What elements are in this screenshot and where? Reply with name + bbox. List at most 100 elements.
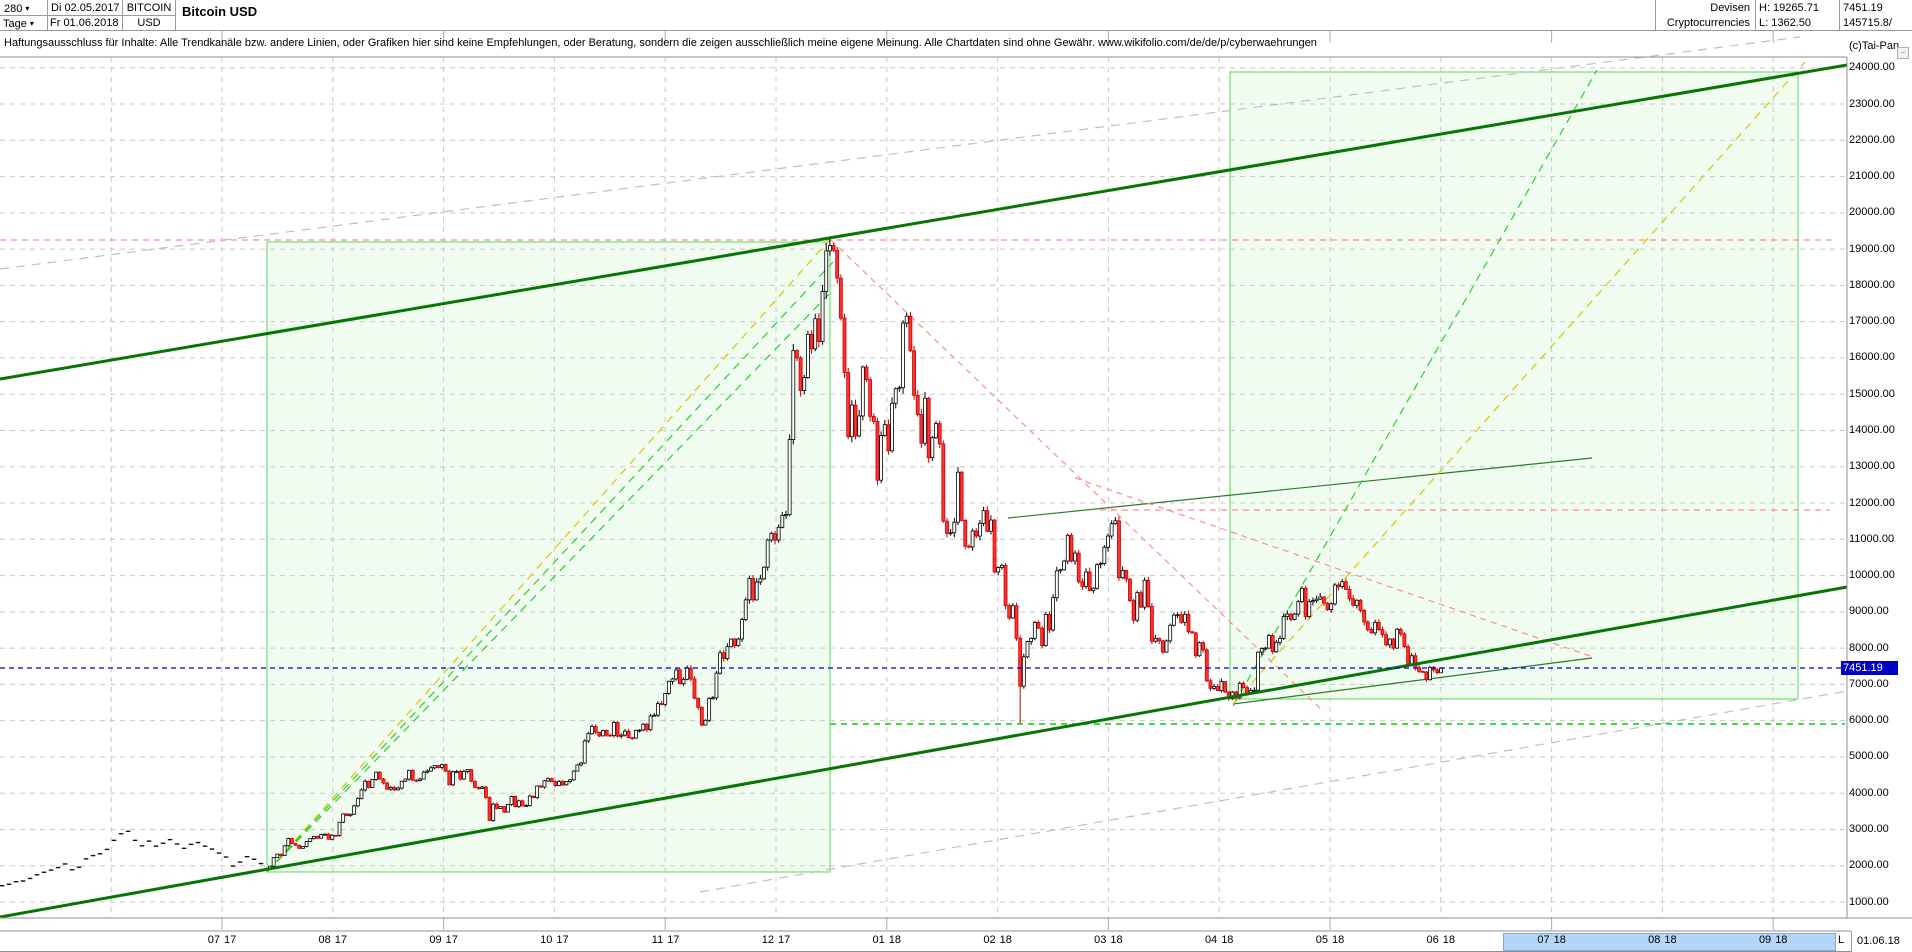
candle-up (601, 730, 605, 737)
close-tick (216, 852, 222, 854)
candle-up (1021, 656, 1026, 687)
candle-down (1289, 613, 1293, 620)
candle-down (1391, 638, 1396, 649)
candle-up (948, 532, 953, 535)
candle-up (1219, 681, 1224, 691)
header-divider (1839, 0, 1840, 30)
candle-up (641, 723, 646, 731)
candle-up (718, 652, 723, 674)
close-tick (104, 848, 110, 851)
candle-down (721, 652, 726, 660)
candle-down (513, 796, 518, 808)
candle-up (893, 388, 898, 404)
y-axis-label-15000: 15000.00 (1849, 387, 1895, 400)
candle-up (440, 764, 444, 768)
candle-up (1029, 637, 1034, 642)
candle-up (301, 846, 305, 849)
candle-up (758, 578, 763, 583)
candle-down (853, 404, 858, 437)
x-axis-label-04-18: 04 18 (1204, 934, 1234, 946)
candle-up (1175, 614, 1180, 617)
candle-up (612, 722, 616, 736)
candle-down (1380, 629, 1385, 636)
candle-up (348, 813, 353, 817)
candle-up (480, 786, 485, 789)
candle-down (1322, 596, 1326, 604)
date-to-field[interactable]: Fr 01.06.2018 (50, 17, 119, 30)
candle-down (871, 415, 876, 422)
y-axis-label-22000: 22000.00 (1849, 133, 1895, 146)
candle-down (1150, 606, 1154, 642)
candle-down (1270, 635, 1275, 653)
candle-down (842, 317, 847, 373)
candle-down (1351, 598, 1356, 606)
close-tick (174, 843, 180, 845)
candle-down (447, 770, 452, 786)
thin-resistance-line (1007, 457, 1593, 519)
candle-down (1343, 581, 1348, 590)
candle-up (747, 578, 752, 601)
x-axis-label-01-18: 01 18 (872, 934, 902, 946)
candle-up (1120, 570, 1125, 579)
candle-up (890, 402, 894, 452)
gray-lower-trend (699, 690, 1848, 893)
candle-down (326, 833, 331, 840)
collapse-axis-icon[interactable]: − (1897, 47, 1909, 59)
candle-down (615, 722, 620, 737)
candle-up (465, 769, 470, 772)
candle-up (999, 565, 1004, 568)
x-axis-label-06-18: 06 18 (1426, 934, 1456, 946)
date-from-field[interactable]: Di 02.05.2017 (51, 2, 120, 15)
period-unit-dropdown[interactable]: Tage ▾ (3, 17, 34, 31)
candle-down (868, 379, 873, 417)
candle-down (1036, 621, 1041, 629)
candle-up (557, 781, 561, 786)
candle-down (1402, 633, 1407, 648)
candle-up (978, 522, 982, 537)
y-axis-label-1000: 1000.00 (1849, 895, 1889, 908)
candle-up (663, 693, 668, 705)
candle-up (729, 638, 733, 648)
candle-up (568, 779, 572, 783)
candle-up (923, 397, 927, 444)
candle-down (1146, 579, 1151, 607)
candle-up (374, 771, 379, 780)
candle-up (1091, 587, 1096, 591)
x-axis-label-11-17: 11 17 (651, 934, 680, 946)
copyright-watermark: (c)Tai-Pan (1849, 40, 1900, 52)
candle-up (1428, 666, 1432, 681)
candle-down (1003, 565, 1008, 607)
candle-down (908, 315, 913, 352)
fan-2018-green (1232, 69, 1598, 707)
candle-up (1197, 642, 1202, 657)
candle-up (743, 599, 748, 620)
candle-up (308, 838, 313, 842)
y-axis-label-24000: 24000.00 (1849, 61, 1895, 74)
candle-down (476, 787, 481, 789)
period-dropdown[interactable]: 280 ▾ (4, 2, 30, 16)
pink-peak-fan-steep (830, 239, 1323, 711)
y-axis-label-19000: 19000.00 (1849, 242, 1895, 255)
candle-down (1018, 637, 1023, 687)
close-tick (195, 841, 201, 844)
candle-down (549, 778, 554, 783)
candle-down (531, 795, 536, 798)
candle-down (751, 578, 755, 601)
candle-up (312, 835, 316, 839)
candle-up (703, 719, 708, 726)
candle-up (655, 703, 660, 716)
candle-down (835, 249, 840, 279)
page-title: Bitcoin USD (182, 4, 258, 19)
candle-down (1014, 605, 1019, 639)
candle-up (564, 781, 569, 786)
candle-down (1124, 570, 1129, 580)
candle-up (1332, 584, 1337, 605)
header-divider (1755, 0, 1756, 30)
candle-up (491, 803, 496, 821)
close-tick (153, 845, 159, 847)
future-period-highlight (1503, 933, 1836, 951)
close-tick (27, 877, 33, 880)
candle-down (926, 397, 931, 459)
y-axis-label-2000: 2000.00 (1849, 859, 1889, 872)
